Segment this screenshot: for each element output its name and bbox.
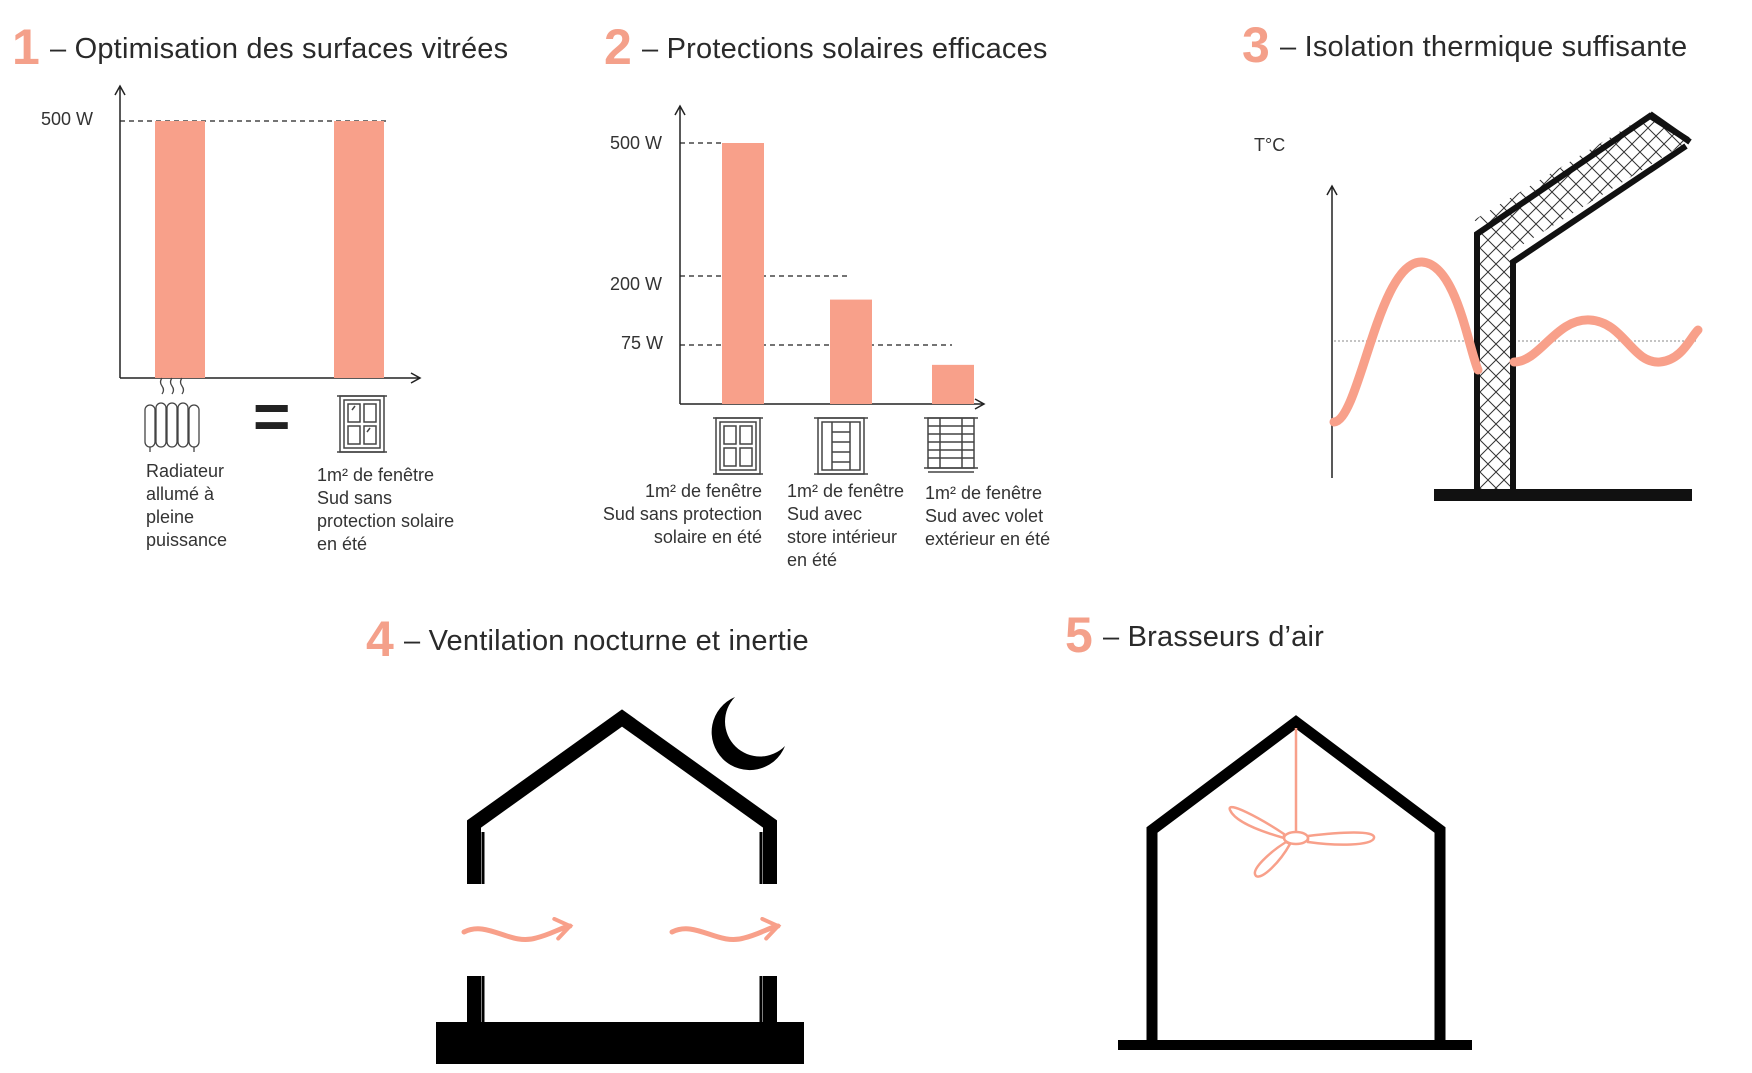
section-5-title: 5– Brasseurs d’air xyxy=(1065,607,1325,663)
window-blind-icon xyxy=(814,417,868,475)
window-icon xyxy=(337,395,387,453)
radiator-icon xyxy=(144,377,200,452)
section-4-title: 4– Ventilation nocturne et inertie xyxy=(366,611,809,667)
fan-icon xyxy=(1228,728,1376,878)
night-ventilation-diagram xyxy=(436,697,804,1064)
inside-temperature-wave xyxy=(1509,315,1703,367)
section-3-title: 3– Isolation thermique suffisante xyxy=(1242,17,1688,73)
chart1-bar-2 xyxy=(334,121,384,378)
chart2 xyxy=(674,104,986,410)
chart2-bar-2 xyxy=(830,299,872,404)
chart1 xyxy=(114,84,422,384)
section-2-title: 2– Protections solaires efficaces xyxy=(604,19,1048,75)
insulation-diagram xyxy=(1326,111,1703,501)
temperature-axis-label: T°C xyxy=(1254,135,1286,155)
chart2-category-no-protection: 1m² de fenêtre Sud sans protection solai… xyxy=(602,481,762,547)
chart2-category-outer-shutter: 1m² de fenêtre Sud avec volet extérieur … xyxy=(925,483,1051,549)
airflow-arrow-right xyxy=(669,916,782,942)
chart2-tick-75: 75 W xyxy=(621,333,664,353)
chart2-bar-1 xyxy=(722,143,764,404)
chart2-tick-500: 500 W xyxy=(610,133,663,153)
chart2-category-inner-blind: 1m² de fenêtre Sud avec store intérieur … xyxy=(787,481,905,570)
chart2-tick-200: 200 W xyxy=(610,274,663,294)
section-1-title: 1– Optimisation des surfaces vitrées xyxy=(12,19,509,75)
outside-temperature-wave xyxy=(1329,257,1483,427)
house-floor xyxy=(1118,1040,1472,1050)
airflow-arrow-left xyxy=(461,916,574,942)
moon-icon xyxy=(711,697,785,771)
heavy-floor-slab xyxy=(436,1022,804,1064)
floor-slab xyxy=(1434,489,1692,501)
chart1-tick-500: 500 W xyxy=(41,109,94,129)
window-icon xyxy=(713,417,763,475)
chart1-bar-1 xyxy=(155,121,205,378)
equals-sign: = xyxy=(253,380,291,452)
chart1-category-radiator: Radiateur allumé à pleine puissance xyxy=(146,461,228,550)
ceiling-fan-diagram xyxy=(1118,715,1472,1050)
window-shutter-icon xyxy=(924,417,978,473)
chart1-category-window: 1m² de fenêtre Sud sans protection solai… xyxy=(317,465,455,554)
chart2-bar-3 xyxy=(932,364,974,404)
